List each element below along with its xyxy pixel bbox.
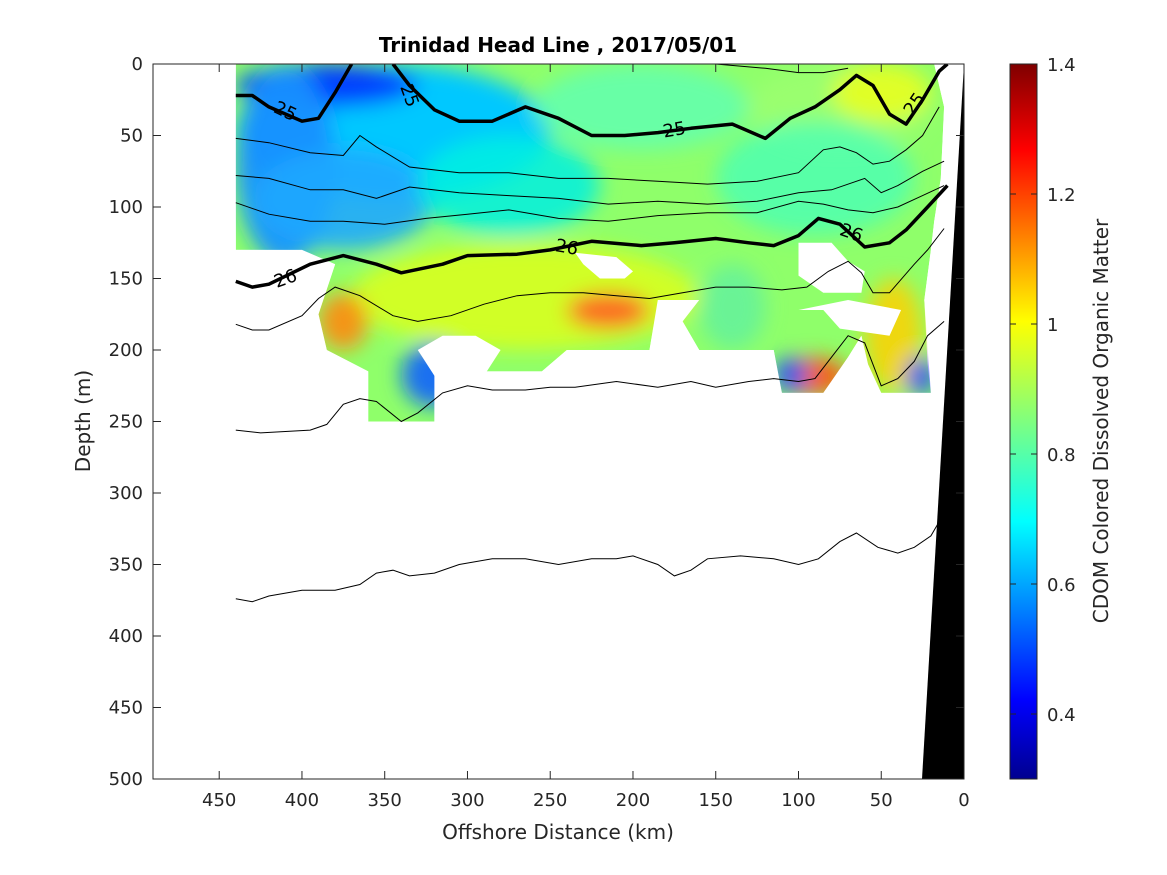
colorbar-tick-label: 1 xyxy=(1047,315,1058,336)
contour-line xyxy=(666,64,849,74)
y-tick-label: 200 xyxy=(109,340,143,361)
x-tick-label: 300 xyxy=(450,790,484,811)
x-tick-label: 400 xyxy=(285,790,319,811)
cdom-patch xyxy=(252,149,435,250)
x-tick-label: 150 xyxy=(699,790,733,811)
no-data-gap xyxy=(575,252,633,279)
y-tick-label: 100 xyxy=(109,197,143,218)
contour-line xyxy=(235,160,945,205)
contour-line xyxy=(235,521,940,603)
cdom-patch xyxy=(417,135,600,236)
y-tick-label: 250 xyxy=(109,412,143,433)
x-tick-label: 250 xyxy=(533,790,567,811)
cdom-patch xyxy=(351,242,700,350)
colorbar-tick-label: 1.2 xyxy=(1047,185,1076,206)
cdom-patch xyxy=(566,292,650,329)
cdom-patch xyxy=(715,121,915,236)
cdom-patch xyxy=(699,264,766,350)
x-tick-label: 450 xyxy=(202,790,236,811)
colorbar xyxy=(1009,63,1038,780)
y-tick-label: 350 xyxy=(109,555,143,576)
y-tick-label: 0 xyxy=(132,54,143,75)
no-data-gap xyxy=(153,64,964,779)
contour-line xyxy=(235,321,945,434)
contour-label: 25 xyxy=(661,118,687,143)
contour-line xyxy=(235,228,945,331)
y-axis-label: Depth (m) xyxy=(71,370,95,472)
contour-line-26 xyxy=(235,184,949,289)
x-tick-label: 200 xyxy=(616,790,650,811)
x-axis: 450 400 350 300 250 200 150 100 50 0 xyxy=(202,64,970,811)
density-contours xyxy=(235,64,949,603)
no-data-gap xyxy=(417,335,501,376)
contour-line-25 xyxy=(235,64,354,123)
cdom-patch xyxy=(318,292,369,350)
cdom-patch xyxy=(906,357,935,396)
contour-line xyxy=(235,185,945,225)
cdom-patch xyxy=(773,357,807,393)
y-tick-label: 500 xyxy=(109,769,143,790)
x-tick-label: 350 xyxy=(368,790,402,811)
colorbar-ticks: 0.4 0.6 0.8 1 1.2 1.4 xyxy=(1010,55,1076,726)
cdom-field xyxy=(153,64,964,779)
colorbar-tick-label: 0.6 xyxy=(1047,575,1076,596)
colorbar-tick-label: 0.4 xyxy=(1047,705,1076,726)
y-tick-label: 300 xyxy=(109,483,143,504)
y-tick-label: 50 xyxy=(120,126,143,147)
bathymetry-shelf xyxy=(922,64,964,779)
cdom-patch xyxy=(533,64,749,150)
y-axis: 0 50 100 150 200 250 300 350 400 450 500 xyxy=(109,54,964,790)
contour-line xyxy=(235,106,940,185)
contour-label: 26 xyxy=(554,235,580,260)
y-tick-label: 400 xyxy=(109,626,143,647)
colorbar-label: CDOM Colored Dissolved Organic Matter xyxy=(1089,218,1113,623)
y-tick-label: 150 xyxy=(109,269,143,290)
y-tick-label: 450 xyxy=(109,698,143,719)
cdom-patch xyxy=(831,64,931,122)
colorbar-tick-label: 0.8 xyxy=(1047,445,1076,466)
no-data-gap xyxy=(798,242,865,293)
contour-line-25 xyxy=(391,64,949,141)
x-tick-label: 0 xyxy=(958,790,969,811)
no-data-gap xyxy=(798,300,902,336)
x-tick-label: 50 xyxy=(870,790,893,811)
x-tick-label: 100 xyxy=(781,790,815,811)
chart-title: Trinidad Head Line , 2017/05/01 xyxy=(379,33,737,57)
colorbar-tick-label: 1.4 xyxy=(1047,55,1076,76)
x-axis-label: Offshore Distance (km) xyxy=(442,820,674,844)
